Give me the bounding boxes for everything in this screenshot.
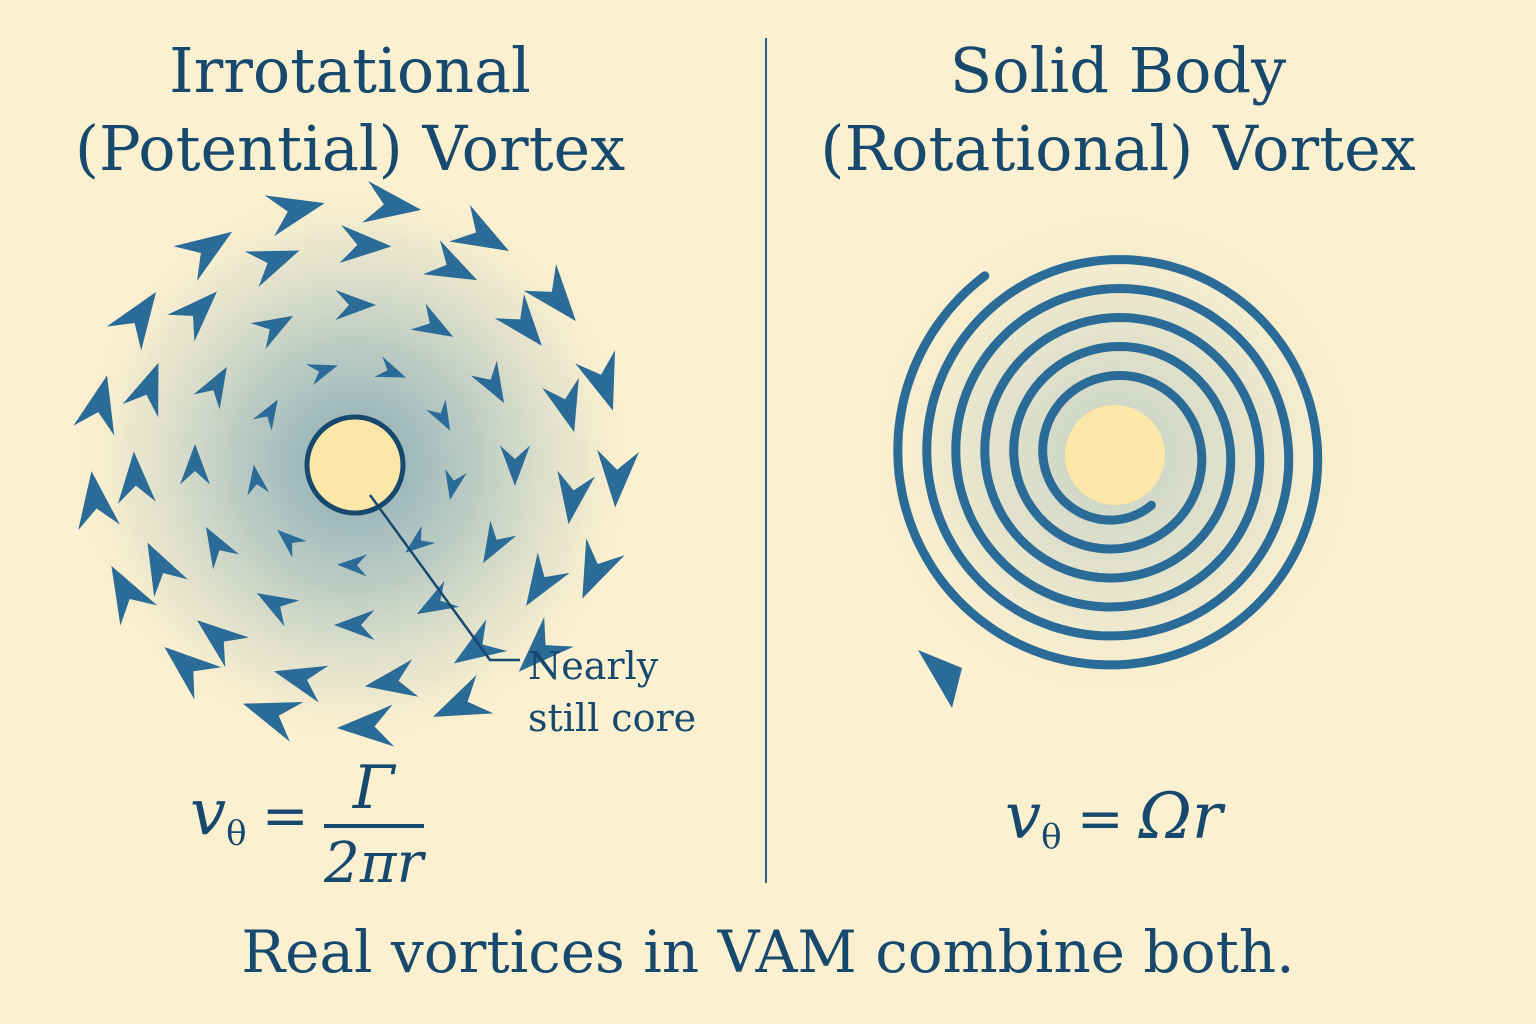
flow-chevron: [470, 360, 505, 404]
flow-chevron: [106, 291, 157, 351]
formula-left-sub: θ: [226, 813, 247, 854]
flow-chevron: [557, 470, 595, 525]
flow-chevron: [273, 665, 329, 703]
flow-chevron: [277, 529, 307, 558]
irrotational-vortex-title: Irrotational (Potential) Vortex: [0, 32, 700, 188]
irrotational-formula: vθ = Γ 2πr: [190, 756, 424, 896]
solid-body-formula: vθ = Ωr: [1005, 780, 1222, 857]
formula-right-equals: =: [1076, 787, 1124, 852]
flow-chevron: [405, 525, 436, 553]
right-title-line1: Solid Body: [949, 34, 1287, 107]
flow-chevron: [78, 471, 120, 531]
flow-chevron: [250, 315, 294, 350]
flow-chevron: [205, 526, 240, 570]
flow-chevron: [180, 444, 210, 485]
flow-chevron: [410, 303, 454, 337]
flow-chevron: [167, 291, 217, 342]
left-title-line1: Irrotational: [169, 34, 531, 107]
flow-chevron: [483, 520, 517, 564]
spiral-streamline: [893, 255, 1323, 670]
flow-arrows: [73, 181, 640, 747]
solid-body-vortex-title: Solid Body (Rotational) Vortex: [768, 32, 1468, 188]
flow-chevron: [575, 350, 616, 411]
flow-chevron: [518, 616, 574, 672]
flow-chevron: [164, 647, 222, 700]
flow-chevron: [449, 204, 510, 251]
callout-line2: still core: [528, 696, 697, 740]
rotational-core: [1065, 405, 1165, 505]
flow-chevron: [542, 377, 579, 433]
flow-chevron: [445, 468, 467, 500]
flow-chevron: [422, 240, 478, 281]
flow-chevron: [264, 195, 325, 237]
formula-right-var: v: [1005, 780, 1042, 854]
formula-right-sub: θ: [1041, 817, 1062, 857]
flow-chevron: [526, 552, 570, 606]
flow-chevron: [523, 263, 576, 322]
flow-chevron: [252, 399, 278, 431]
flow-chevron: [582, 538, 625, 599]
flow-chevron: [242, 701, 304, 742]
flow-chevron: [197, 620, 249, 668]
right-title-line2: (Rotational) Vortex: [820, 112, 1416, 185]
left-title-line2: (Potential) Vortex: [74, 112, 626, 185]
formula-fraction: Γ 2πr: [323, 753, 424, 896]
flow-chevron: [247, 464, 270, 496]
irrotational-vortex-diagram: [70, 180, 640, 750]
flow-chevron: [193, 366, 227, 410]
callout-line1: Nearly: [528, 644, 659, 688]
formula-numerator: Γ: [352, 753, 395, 823]
flow-chevron: [339, 225, 392, 264]
flow-chevron: [256, 593, 300, 627]
panel-divider: [765, 38, 767, 883]
formula-denominator: 2πr: [324, 831, 424, 896]
flow-chevron: [337, 554, 368, 577]
flow-chevron: [362, 181, 422, 223]
flow-chevron: [453, 619, 508, 664]
flow-chevron: [374, 356, 406, 378]
flow-chevron: [122, 362, 159, 418]
callout-label: Nearly still core: [528, 640, 696, 744]
flow-chevron: [173, 231, 233, 282]
flow-chevron: [335, 290, 376, 320]
footer-caption: Real vortices in VAM combine both.: [241, 918, 1295, 986]
flow-chevron: [244, 250, 300, 287]
callout-leader-line: [368, 494, 520, 662]
flow-chevron: [416, 580, 460, 615]
flow-chevron: [117, 451, 156, 504]
flow-chevron: [426, 399, 451, 431]
formula-left-equals: =: [261, 783, 309, 849]
flow-chevron: [494, 294, 542, 346]
flow-chevron: [336, 704, 395, 747]
formula-left-var: v: [190, 776, 227, 851]
flow-chevron: [597, 449, 640, 508]
flow-chevron: [334, 610, 375, 640]
solid-body-vortex-diagram: [860, 200, 1370, 710]
fraction-bar: [323, 824, 424, 828]
flow-chevron: [73, 375, 115, 436]
flow-chevron: [306, 364, 338, 386]
spiral-arrowhead: [918, 650, 962, 708]
flow-chevron: [364, 659, 419, 697]
flow-chevron: [111, 565, 158, 626]
flow-chevron: [147, 542, 188, 597]
flow-chevron: [500, 445, 530, 486]
still-core: [304, 414, 406, 516]
flow-chevron: [432, 674, 494, 717]
formula-right-rhs: Ωr: [1138, 780, 1223, 854]
